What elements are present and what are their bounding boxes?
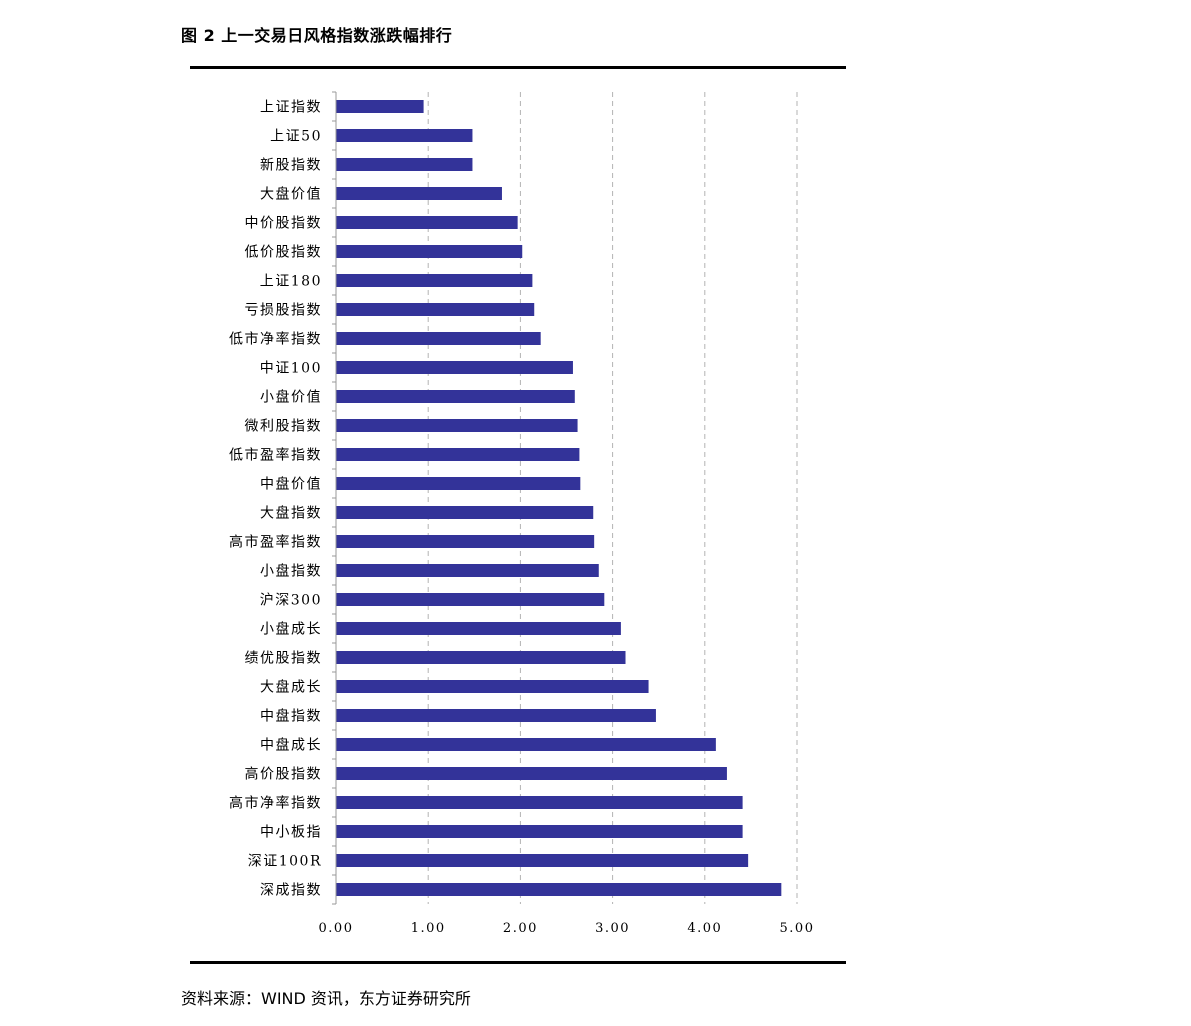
- bar: [336, 854, 749, 867]
- category-label: 小盘指数: [260, 563, 322, 580]
- bar: [336, 274, 533, 287]
- bar: [336, 709, 656, 722]
- category-label: 中盘指数: [260, 708, 322, 725]
- bar: [336, 883, 782, 896]
- bar: [336, 477, 581, 490]
- bar: [336, 332, 541, 345]
- category-label: 中盘成长: [260, 737, 322, 754]
- bottom-rule: [190, 961, 846, 964]
- category-label: 上证180: [260, 274, 322, 290]
- bars: [336, 100, 782, 896]
- category-label: 大盘指数: [260, 505, 322, 522]
- bar: [336, 680, 649, 693]
- category-label: 新股指数: [260, 158, 322, 174]
- top-rule: [190, 66, 846, 69]
- category-label: 深证100R: [248, 854, 322, 870]
- x-tick-label: 5.00: [780, 921, 815, 936]
- category-label: 低价股指数: [245, 245, 323, 261]
- source-note: 资料来源：WIND 资讯，东方证券研究所: [181, 989, 471, 1008]
- bar: [336, 796, 743, 809]
- category-label: 沪深300: [260, 593, 322, 609]
- bar: [336, 187, 502, 200]
- category-label: 微利股指数: [245, 419, 323, 435]
- bar: [336, 767, 727, 780]
- bar: [336, 622, 621, 635]
- bar: [336, 303, 535, 316]
- bar: [336, 419, 578, 432]
- bar: [336, 390, 575, 403]
- x-tick-label: 2.00: [503, 921, 538, 936]
- bar: [336, 448, 580, 461]
- bar: [336, 651, 626, 664]
- figure-title: 图 2 上一交易日风格指数涨跌幅排行: [181, 26, 453, 45]
- category-label: 大盘成长: [260, 679, 322, 696]
- axes: [332, 91, 337, 905]
- category-label: 大盘价值: [260, 186, 322, 203]
- bar: [336, 158, 473, 171]
- tick-labels: 0.00 1.00 2.00 3.00 4.00 5.00: [319, 921, 815, 936]
- bar: [336, 100, 424, 113]
- category-label: 上证指数: [260, 100, 322, 116]
- bar: [336, 564, 599, 577]
- category-label: 低市盈率指数: [229, 447, 322, 464]
- bar: [336, 506, 594, 519]
- bar: [336, 535, 595, 548]
- category-label: 深成指数: [260, 883, 322, 899]
- category-label: 小盘价值: [260, 389, 322, 406]
- x-tick-label: 0.00: [319, 921, 354, 936]
- category-label: 中证100: [260, 361, 322, 377]
- category-label: 高市净率指数: [229, 795, 322, 812]
- category-label: 高价股指数: [245, 766, 323, 783]
- grid-lines: [427, 92, 798, 904]
- bar: [336, 738, 716, 751]
- x-tick-label: 3.00: [595, 921, 630, 936]
- category-label: 绩优股指数: [245, 651, 323, 667]
- bar: [336, 593, 605, 606]
- category-label: 中价股指数: [245, 216, 323, 232]
- x-tick-label: 1.00: [411, 921, 446, 936]
- bar: [336, 825, 743, 838]
- category-label: 中盘价值: [260, 476, 322, 493]
- bar: [336, 361, 573, 374]
- x-tick-label: 4.00: [687, 921, 722, 936]
- category-label: 亏损股指数: [245, 303, 323, 319]
- category-label: 上证50: [270, 129, 322, 145]
- category-label: 中小板指: [260, 825, 322, 841]
- category-label: 小盘成长: [260, 621, 322, 638]
- bar: [336, 216, 518, 229]
- category-label: 高市盈率指数: [229, 534, 322, 551]
- bar: [336, 245, 523, 258]
- category-label: 低市净率指数: [229, 331, 322, 348]
- bar: [336, 129, 473, 142]
